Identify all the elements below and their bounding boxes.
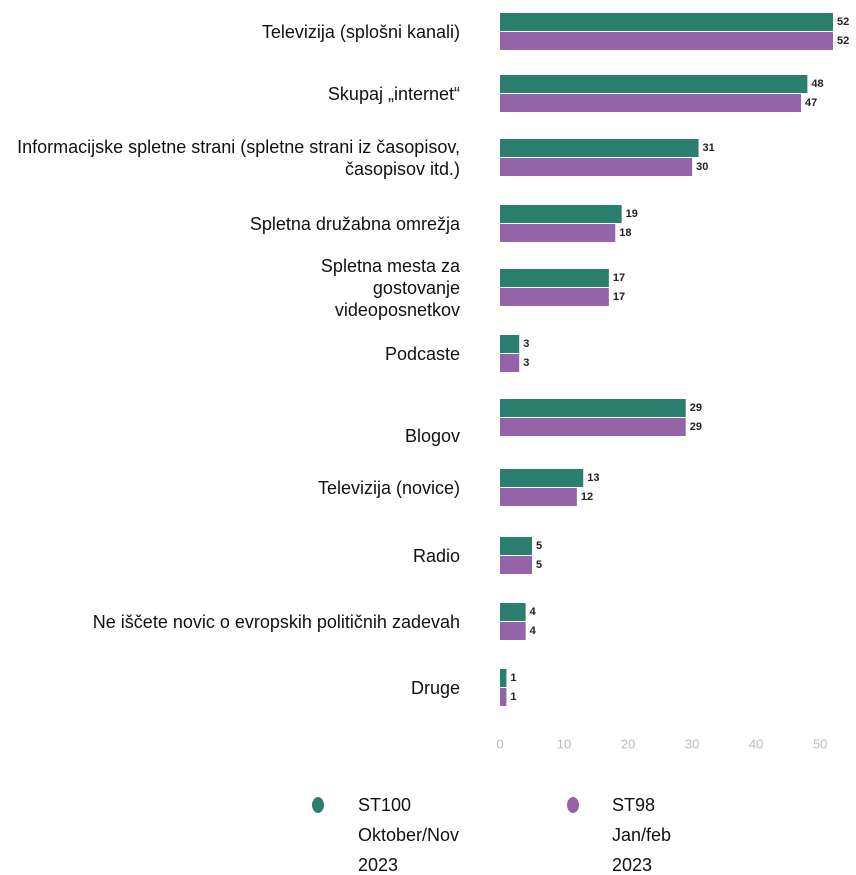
value-label: 13 — [587, 472, 599, 484]
value-label: 29 — [690, 421, 702, 433]
value-label: 1 — [510, 672, 516, 684]
value-label: 29 — [690, 402, 702, 414]
value-label: 1 — [510, 691, 516, 703]
value-label: 48 — [811, 78, 823, 90]
category-label: Druge — [410, 678, 460, 698]
value-label: 19 — [626, 208, 638, 220]
category-label: Spletna mesta za gostovanje videoposnetk… — [320, 256, 460, 320]
bar — [500, 622, 526, 640]
category-label: Radio — [412, 546, 460, 566]
bar — [500, 335, 520, 353]
x-tick-label: 40 — [749, 736, 763, 751]
bar — [500, 556, 533, 574]
value-label: 12 — [581, 491, 593, 503]
category-label: Televizija (novice) — [317, 478, 460, 498]
x-tick-label: 10 — [557, 736, 571, 751]
bar — [500, 399, 686, 417]
category-label: Ne iščete novic o evropskih političnih z… — [92, 612, 460, 632]
bar — [500, 269, 609, 287]
legend-label: ST98 Jan/feb 2023 — [612, 795, 672, 875]
bar — [500, 94, 801, 112]
bar — [500, 75, 808, 93]
category-label: Skupaj „internet“ — [327, 84, 460, 104]
category-label: Blogov — [404, 426, 460, 446]
value-label: 5 — [536, 559, 542, 571]
value-label: 47 — [805, 97, 817, 109]
bar — [500, 139, 699, 157]
bar — [500, 288, 609, 306]
bar — [500, 603, 526, 621]
bar — [500, 418, 686, 436]
bar — [500, 537, 533, 555]
x-tick-label: 30 — [685, 736, 699, 751]
bar — [500, 354, 520, 372]
bar — [500, 669, 507, 687]
value-label: 18 — [619, 227, 631, 239]
value-label: 3 — [523, 338, 529, 350]
legend-marker — [312, 797, 324, 813]
bar — [500, 13, 833, 31]
category-label: Informacijske spletne strani (spletne st… — [17, 137, 460, 179]
value-label: 30 — [696, 161, 708, 173]
value-label: 52 — [837, 35, 849, 47]
value-label: 3 — [523, 357, 529, 369]
legend-marker — [567, 797, 579, 813]
value-label: 31 — [703, 142, 715, 154]
category-label: Podcaste — [384, 344, 460, 364]
bar — [500, 32, 833, 50]
value-label: 4 — [530, 606, 537, 618]
bar — [500, 688, 507, 706]
bar — [500, 158, 693, 176]
x-tick-label: 50 — [813, 736, 827, 751]
value-label: 17 — [613, 291, 625, 303]
value-label: 52 — [837, 16, 849, 28]
value-label: 5 — [536, 540, 542, 552]
legend-label: ST100 Oktober/Nov 2023 — [358, 795, 460, 875]
value-label: 17 — [613, 272, 625, 284]
bar — [500, 205, 622, 223]
bar — [500, 488, 577, 506]
bar — [500, 469, 584, 487]
category-label: Televizija (splošni kanali) — [261, 22, 460, 42]
bar — [500, 224, 616, 242]
value-label: 4 — [530, 625, 537, 637]
x-tick-label: 0 — [496, 736, 503, 751]
x-tick-label: 20 — [621, 736, 635, 751]
category-label: Spletna družabna omrežja — [249, 214, 460, 234]
